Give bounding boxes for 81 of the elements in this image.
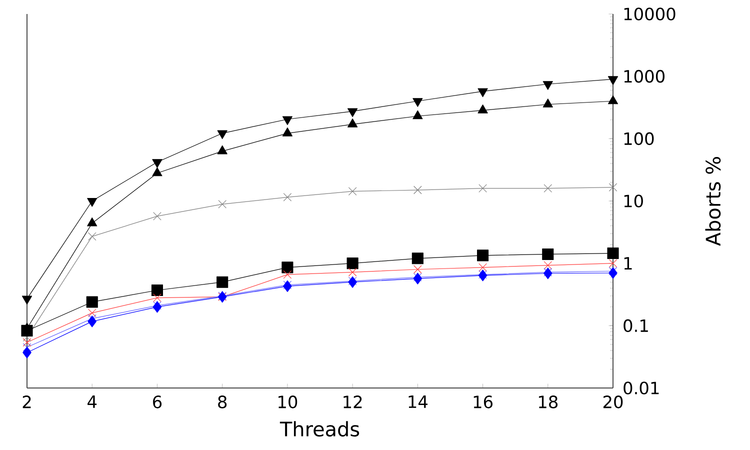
point — [152, 159, 162, 168]
y-tick-label: 1000 — [624, 70, 664, 83]
point — [217, 145, 228, 154]
point — [283, 280, 292, 292]
x-tick-label: 4 — [88, 396, 97, 408]
point — [348, 276, 357, 288]
point — [88, 232, 96, 241]
point — [283, 270, 292, 279]
x-tick-label: 14 — [408, 396, 428, 408]
y-tick-label: 10 — [624, 194, 643, 208]
point — [283, 193, 292, 202]
y-tick-label: 100 — [624, 132, 654, 146]
x-tick-label: 8 — [218, 396, 227, 408]
point — [413, 272, 422, 282]
point — [152, 167, 162, 176]
point — [478, 88, 488, 98]
point — [542, 98, 553, 108]
point — [87, 217, 98, 226]
x-tick-label: 18 — [538, 396, 558, 408]
x-tick-label: 2 — [22, 396, 31, 408]
point — [88, 308, 96, 318]
point — [87, 198, 98, 207]
y-tick-label: 1 — [624, 257, 632, 270]
point — [477, 250, 489, 262]
point — [608, 183, 618, 192]
point — [21, 324, 33, 336]
point — [608, 76, 618, 85]
point — [608, 95, 618, 104]
point — [86, 296, 98, 308]
point — [283, 280, 292, 290]
y-tick-label: 0.1 — [624, 319, 648, 332]
x-axis-title: Threads — [280, 421, 360, 437]
point — [348, 268, 357, 276]
point — [478, 104, 488, 114]
point — [478, 184, 487, 192]
point — [216, 276, 228, 288]
point — [607, 247, 619, 260]
point — [22, 346, 32, 358]
y-axis-title: Aborts % — [705, 157, 721, 246]
point — [22, 338, 32, 347]
point — [348, 118, 358, 128]
point — [544, 268, 552, 276]
point — [608, 267, 618, 279]
point — [348, 187, 357, 196]
point — [542, 81, 553, 90]
point — [412, 110, 423, 120]
point — [217, 130, 228, 140]
point — [412, 252, 424, 264]
point — [542, 248, 554, 260]
point — [22, 343, 32, 352]
point — [218, 200, 227, 208]
point — [282, 128, 292, 136]
point — [413, 186, 422, 194]
point — [544, 184, 552, 192]
point — [478, 270, 488, 282]
x-tick-label: 16 — [474, 396, 492, 408]
point — [348, 276, 357, 286]
x-tick-label: 12 — [344, 396, 362, 408]
point — [412, 98, 423, 107]
point — [544, 261, 552, 270]
x-tick-label: 10 — [278, 396, 298, 408]
point — [152, 301, 162, 313]
point — [151, 284, 164, 296]
point — [153, 212, 162, 220]
point — [478, 263, 487, 272]
point — [282, 262, 294, 274]
x-tick-label: 20 — [603, 396, 623, 408]
point — [413, 272, 422, 284]
y-tick-label: 0.01 — [624, 382, 659, 394]
point — [22, 296, 32, 305]
point — [348, 108, 358, 118]
point — [478, 270, 487, 279]
x-tick-label: 6 — [153, 396, 162, 408]
point — [413, 265, 422, 274]
point — [153, 294, 162, 302]
point — [88, 316, 97, 328]
point — [608, 259, 618, 268]
point — [346, 258, 358, 270]
point — [543, 268, 552, 280]
point — [153, 301, 162, 310]
y-tick-label: 10000 — [624, 8, 676, 20]
